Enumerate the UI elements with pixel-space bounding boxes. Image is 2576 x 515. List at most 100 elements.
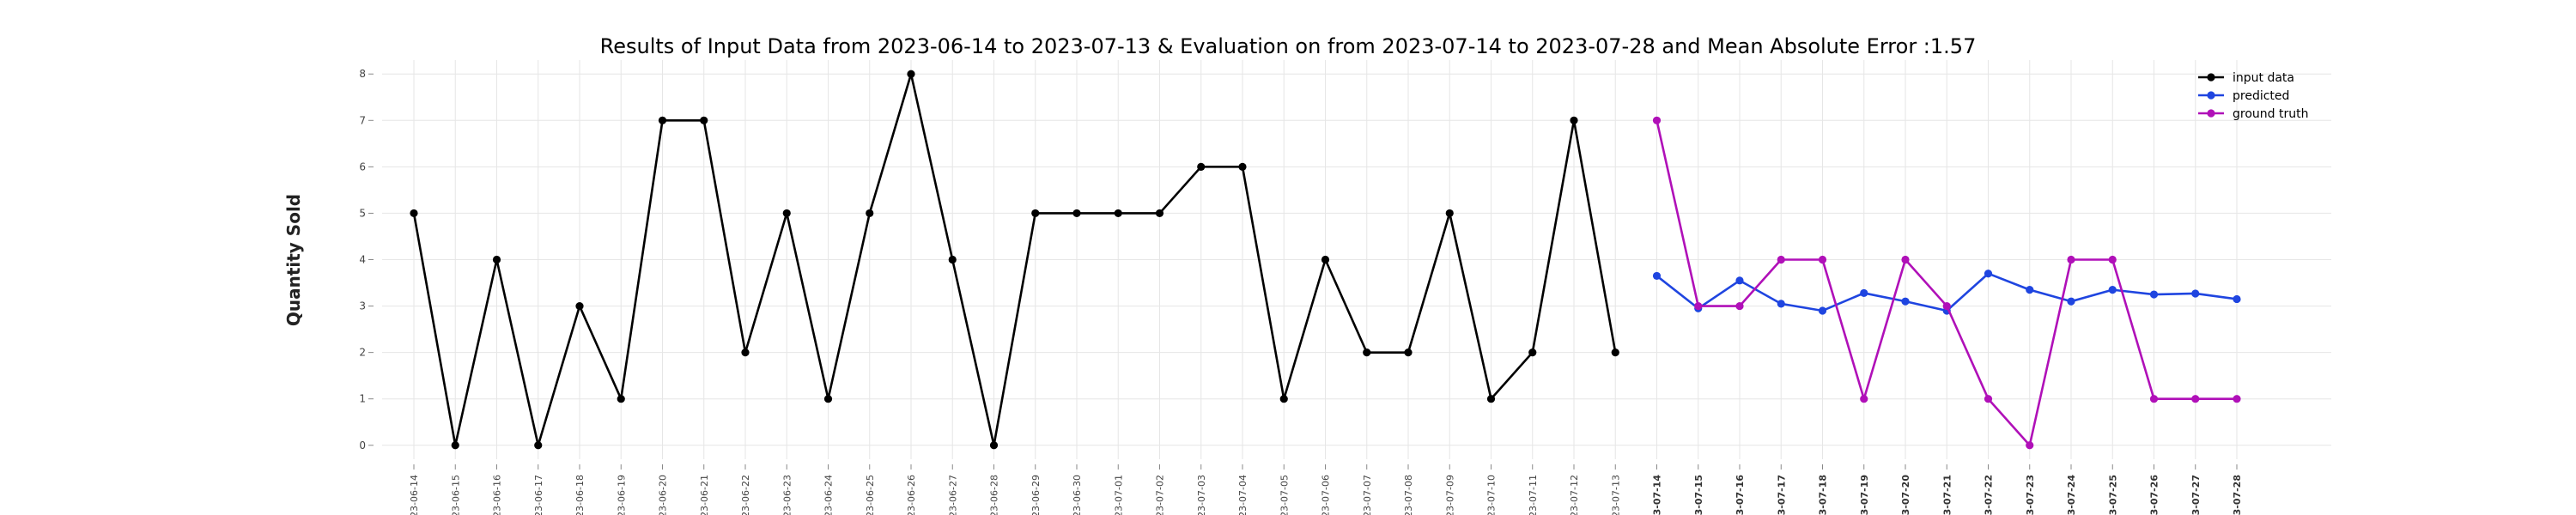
data-point-ground-truth [2108, 255, 2117, 264]
data-point-ground-truth [2233, 395, 2241, 403]
data-point-predicted [2108, 286, 2117, 294]
x-tick-label: -23-07-14 [1652, 475, 1663, 515]
x-tick-label: -23-07-27 [2190, 475, 2202, 515]
x-tick-label: -23-07-11 [1528, 475, 1539, 515]
data-point-input-data [1611, 348, 1619, 357]
x-tick-label: -23-06-22 [740, 475, 751, 515]
series-lines [410, 70, 2241, 450]
x-tick-label: -23-07-01 [1113, 475, 1124, 515]
data-point-input-data [1155, 209, 1164, 218]
data-point-ground-truth [2191, 395, 2200, 403]
x-tick-label: -23-06-26 [906, 475, 917, 515]
data-point-predicted [1735, 276, 1744, 285]
data-point-input-data [1321, 255, 1330, 264]
data-point-ground-truth [2149, 395, 2159, 403]
x-tick-label: -23-07-03 [1196, 475, 1207, 515]
data-point-input-data [575, 301, 584, 311]
x-tick-label: -23-06-16 [492, 475, 503, 515]
data-point-ground-truth [1942, 301, 1951, 311]
data-point-predicted [2067, 297, 2075, 306]
data-point-input-data [1486, 395, 1496, 403]
x-tick-label: -23-07-20 [1900, 475, 1911, 515]
data-point-input-data [1404, 348, 1413, 357]
x-tick-label: -23-07-24 [2066, 475, 2077, 515]
x-tick-label: -23-07-28 [2232, 475, 2243, 515]
x-tick-label: -23-07-02 [1155, 475, 1166, 515]
data-point-input-data [1279, 395, 1288, 403]
x-tick-label: -23-06-19 [616, 475, 627, 515]
legend-marker-input-data [2207, 73, 2215, 82]
data-point-input-data [1445, 209, 1454, 218]
data-point-ground-truth [1860, 395, 1868, 403]
x-tick-label: -23-06-27 [947, 475, 958, 515]
data-point-input-data [1114, 209, 1122, 218]
legend-label-ground-truth: ground truth [2233, 107, 2308, 121]
x-tick-label: -23-07-26 [2149, 475, 2160, 515]
series-line-input-data [412, 72, 1617, 447]
y-tick-label: 3 [359, 300, 366, 312]
x-tick-label: -23-07-12 [1569, 475, 1580, 515]
y-axis-label: Quantity Sold [283, 194, 304, 326]
y-tick-label: 8 [359, 68, 366, 80]
data-point-predicted [2026, 286, 2034, 294]
data-point-ground-truth [1818, 255, 1827, 264]
data-point-ground-truth [1652, 116, 1662, 124]
data-point-input-data [1031, 209, 1040, 218]
legend-marker-predicted [2207, 91, 2215, 100]
x-tick-label: -23-07-10 [1486, 475, 1498, 515]
data-point-input-data [741, 348, 750, 357]
x-axis-ticks: -23-06-14 -23-06-15 -23-06-16 -23-06-17 -23-… [409, 464, 2243, 515]
x-tick-label: -23-06-14 [409, 475, 420, 515]
data-point-input-data [1363, 348, 1371, 357]
data-point-input-data [492, 255, 501, 264]
x-tick-label: -23-07-21 [1941, 475, 1953, 515]
data-point-input-data [617, 395, 625, 403]
legend-label-predicted: predicted [2233, 89, 2289, 103]
data-point-input-data [989, 441, 999, 450]
x-tick-label: -23-07-07 [1362, 475, 1373, 515]
data-point-ground-truth [2067, 255, 2075, 264]
x-tick-label: -23-07-06 [1321, 475, 1332, 515]
y-tick-label: 5 [359, 207, 366, 219]
x-tick-label: -23-06-15 [450, 475, 461, 515]
y-axis-ticks: 0 1 2 3 4 5 6 7 8 [359, 68, 374, 451]
x-tick-label: -23-06-17 [533, 475, 544, 515]
data-point-input-data [658, 116, 667, 124]
y-tick-label: 7 [359, 114, 366, 126]
data-point-ground-truth [1777, 255, 1785, 264]
y-tick-label: 0 [359, 439, 366, 451]
data-point-predicted [2149, 290, 2159, 299]
x-tick-label: -23-06-18 [574, 475, 586, 515]
data-point-ground-truth [1694, 301, 1703, 311]
x-tick-label: -23-07-04 [1237, 475, 1249, 515]
data-point-input-data [1197, 162, 1206, 171]
x-tick-label: -23-06-20 [658, 475, 669, 515]
data-point-input-data [948, 255, 957, 264]
data-point-ground-truth [1901, 255, 1910, 264]
data-point-input-data [782, 209, 791, 218]
x-tick-label: -23-07-08 [1403, 475, 1414, 515]
x-tick-label: -23-06-30 [1072, 475, 1083, 515]
legend-label-input-data: input data [2233, 71, 2294, 85]
data-point-input-data [907, 70, 915, 78]
data-point-predicted [1860, 288, 1868, 298]
data-point-input-data [1238, 162, 1247, 171]
legend-marker-ground-truth [2207, 109, 2215, 118]
data-point-input-data [700, 116, 708, 124]
data-point-ground-truth [2026, 441, 2034, 450]
x-tick-label: -23-07-19 [1859, 475, 1870, 515]
x-tick-label: -23-07-25 [2107, 475, 2118, 515]
data-point-input-data [823, 395, 833, 403]
data-point-input-data [1072, 209, 1081, 218]
data-point-input-data [410, 209, 418, 218]
data-point-predicted [2191, 289, 2200, 298]
data-point-input-data [534, 441, 543, 450]
data-point-predicted [2233, 294, 2241, 304]
data-point-input-data [1528, 348, 1537, 357]
x-tick-label: -23-07-22 [1984, 475, 1995, 515]
data-point-input-data [866, 209, 874, 218]
x-tick-label: -23-06-21 [699, 475, 710, 515]
data-point-ground-truth [1984, 395, 1993, 403]
x-tick-label: -23-06-23 [781, 475, 793, 515]
